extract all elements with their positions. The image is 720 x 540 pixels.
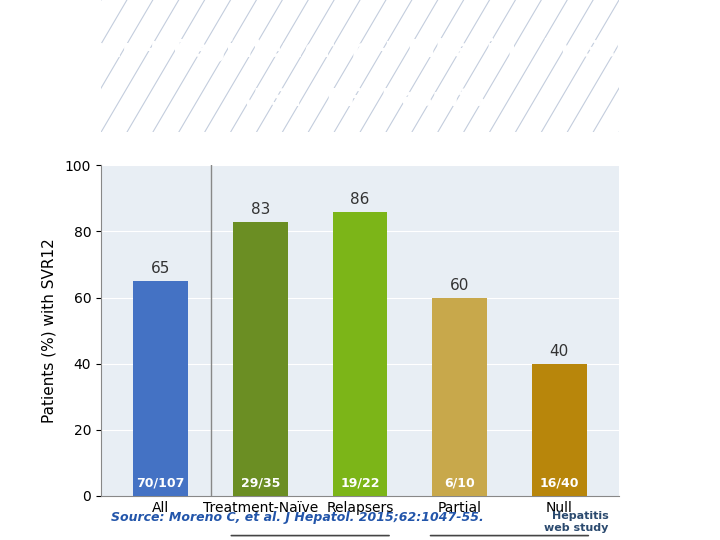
Bar — [333, 212, 387, 496]
Text: RESTORE: SVR12 by Prior Treatment Status: RESTORE: SVR12 by Prior Treatment Status — [121, 139, 599, 158]
Text: 29/35: 29/35 — [240, 476, 280, 489]
Text: Hepatitis
web study: Hepatitis web study — [544, 511, 608, 533]
Text: RESTORE: Results: RESTORE: Results — [234, 87, 486, 111]
Text: Simeprevir + Peginterferon + Ribavirin in Genotype 4: Simeprevir + Peginterferon + Ribavirin i… — [0, 38, 720, 62]
Text: 19/22: 19/22 — [341, 476, 379, 489]
Text: Source: Moreno C, et al. J Hepatol. 2015;62:1047-55.: Source: Moreno C, et al. J Hepatol. 2015… — [112, 511, 484, 524]
Text: 16/40: 16/40 — [539, 476, 579, 489]
Text: 60: 60 — [450, 278, 469, 293]
Text: 86: 86 — [351, 192, 369, 207]
Bar — [133, 281, 188, 496]
Bar — [432, 298, 487, 496]
Text: 6/10: 6/10 — [444, 476, 475, 489]
Bar — [233, 221, 288, 496]
Text: 83: 83 — [251, 201, 270, 217]
Y-axis label: Patients (%) with SVR12: Patients (%) with SVR12 — [42, 238, 57, 423]
Bar — [532, 363, 587, 496]
Text: 65: 65 — [151, 261, 171, 276]
Text: 40: 40 — [549, 344, 569, 359]
Text: 70/107: 70/107 — [137, 476, 185, 489]
